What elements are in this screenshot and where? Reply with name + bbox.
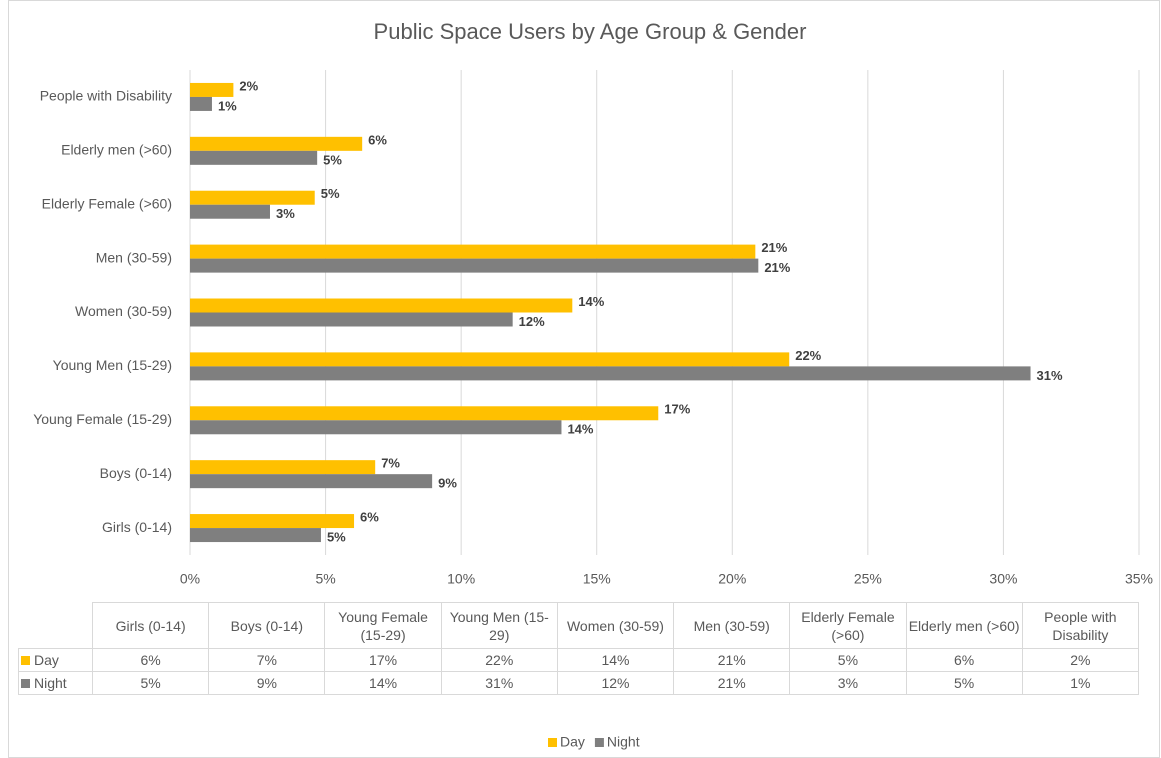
y-tick-label: Women (30-59): [75, 303, 172, 319]
data-table: Girls (0-14) Boys (0-14) Young Female (15-…: [18, 602, 1140, 695]
bar: [190, 366, 1031, 381]
y-tick-label: Girls (0-14): [102, 519, 172, 535]
y-tick-label: Boys (0-14): [100, 465, 172, 481]
chart-title: Public Space Users by Age Group & Gender: [374, 19, 807, 44]
table-header-row: Girls (0-14) Boys (0-14) Young Female (15-…: [18, 602, 1140, 649]
table-header: Elderly men (>60): [905, 602, 1023, 649]
bar: [190, 528, 321, 543]
legend-key: [21, 679, 30, 688]
x-tick-label: 10%: [447, 571, 475, 587]
bar: [190, 298, 573, 313]
bar: [190, 474, 433, 489]
x-tick-label: 5%: [315, 571, 335, 587]
bar: [190, 244, 756, 259]
y-tick-label: Elderly men (>60): [61, 142, 172, 158]
table-header: Young Men (15-29): [440, 602, 558, 649]
data-label: 7%: [381, 456, 400, 471]
table-row-header: Night: [18, 671, 93, 695]
data-label: 14%: [567, 422, 593, 437]
legend-key: [21, 656, 30, 665]
data-label: 6%: [360, 509, 379, 524]
table-row-header: Day: [18, 648, 93, 672]
table-header: Men (30-59): [673, 602, 791, 649]
bar: [190, 204, 270, 219]
data-label: 14%: [578, 294, 604, 309]
legend-label: Day: [560, 734, 585, 750]
table-cell: 21%: [673, 671, 791, 695]
y-tick-label: Young Female (15-29): [33, 411, 172, 427]
table-row: Day 6% 7% 17% 22% 14% 21% 5% 6% 2%: [18, 648, 1140, 672]
table-cell: 12%: [556, 671, 675, 695]
table-cell: 5%: [789, 648, 907, 672]
legend-swatch: [594, 738, 604, 747]
table-corner: [18, 602, 93, 649]
y-tick-label: People with Disability: [40, 88, 172, 104]
data-label: 12%: [519, 314, 545, 329]
data-label: 5%: [323, 152, 342, 167]
bar: [190, 312, 513, 327]
bar: [190, 96, 212, 111]
legend-label: Night: [607, 734, 640, 750]
x-tick-label: 15%: [583, 571, 611, 587]
table-cell: 14%: [556, 648, 675, 672]
table-cell: 17%: [324, 648, 442, 672]
table-cell: 6%: [905, 648, 1023, 672]
bar: [190, 514, 355, 529]
data-label: 17%: [664, 402, 690, 417]
table-cell: 22%: [440, 648, 558, 672]
table-cell: 14%: [324, 671, 442, 695]
data-label: 6%: [368, 132, 387, 147]
x-tick-label: 25%: [854, 571, 882, 587]
table-cell: 21%: [673, 648, 791, 672]
y-tick-label: Young Men (15-29): [53, 357, 172, 373]
x-tick-label: 0%: [180, 571, 200, 587]
y-tick-label: Men (30-59): [96, 249, 172, 265]
x-tick-label: 20%: [718, 571, 746, 587]
bar: [190, 352, 790, 367]
bar: [190, 420, 562, 435]
table-header: Boys (0-14): [208, 602, 326, 649]
data-label: 21%: [761, 240, 787, 255]
data-label: 9%: [438, 476, 457, 491]
y-tick-label: Elderly Female (>60): [42, 195, 172, 211]
data-label: 2%: [239, 78, 258, 93]
table-cell: 3%: [789, 671, 907, 695]
data-label: 31%: [1037, 368, 1063, 383]
bar: [190, 136, 363, 151]
table-header: Women (30-59): [556, 602, 675, 649]
x-tick-label: 35%: [1125, 571, 1153, 587]
row-name: Night: [34, 675, 67, 691]
table-header: Girls (0-14): [91, 602, 210, 649]
table-cell: 9%: [208, 671, 326, 695]
bar: [190, 460, 376, 475]
data-label: 22%: [795, 348, 821, 363]
bar: [190, 150, 318, 165]
bar: [190, 258, 759, 273]
data-label: 1%: [218, 98, 237, 113]
table-header: Young Female (15-29): [324, 602, 442, 649]
bar: [190, 190, 315, 205]
x-tick-label: 30%: [989, 571, 1017, 587]
table-row: Night 5% 9% 14% 31% 12% 21% 3% 5% 1%: [18, 671, 1140, 695]
table-cell: 2%: [1021, 648, 1140, 672]
data-label: 5%: [321, 186, 340, 201]
table-cell: 5%: [905, 671, 1023, 695]
table-cell: 5%: [91, 671, 210, 695]
table-header: People with Disability: [1021, 602, 1140, 649]
table-header: Elderly Female (>60): [789, 602, 907, 649]
legend-swatch: [548, 738, 557, 747]
bar: [190, 82, 234, 97]
data-label: 5%: [327, 529, 346, 544]
table-cell: 6%: [91, 648, 210, 672]
row-name: Day: [34, 652, 59, 668]
data-label: 3%: [276, 206, 295, 221]
bar: [190, 406, 659, 421]
table-cell: 31%: [440, 671, 558, 695]
table-cell: 1%: [1021, 671, 1140, 695]
table-cell: 7%: [208, 648, 326, 672]
data-label: 21%: [764, 260, 790, 275]
